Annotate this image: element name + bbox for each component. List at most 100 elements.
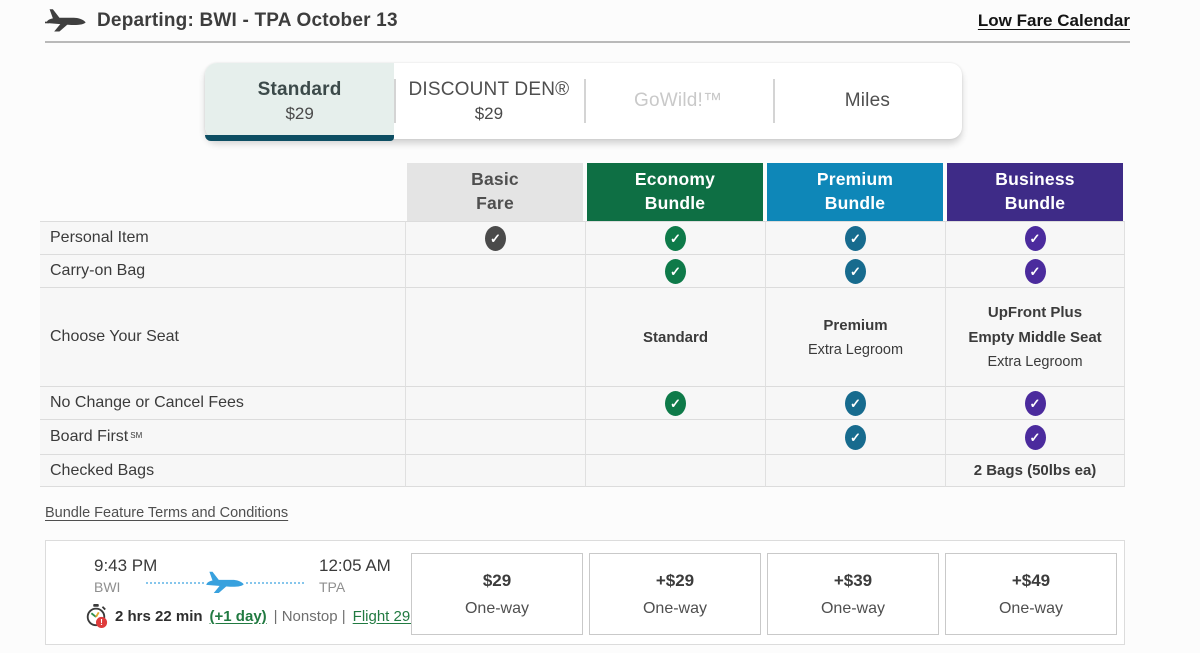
route-graphic <box>146 568 304 598</box>
check-icon: ✓ <box>845 258 866 284</box>
board-first-text: Board First <box>50 428 129 445</box>
tab-standard-price: $29 <box>285 103 314 123</box>
row-label: Carry-on Bag <box>40 254 405 287</box>
tab-standard-label: Standard <box>257 78 342 100</box>
fare-cell: ✓ <box>585 221 765 254</box>
fare-type-tabbar: Standard $29 DISCOUNT DEN® $29 GoWild!™ … <box>205 63 962 141</box>
fare-cell <box>405 287 585 386</box>
check-icon: ✓ <box>485 225 506 251</box>
tab-gowild-label: GoWild!™ <box>634 90 723 111</box>
fare-cell: ✓ <box>585 254 765 287</box>
airplane-icon <box>45 8 86 31</box>
fare-cell <box>405 419 585 454</box>
check-icon: ✓ <box>845 225 866 251</box>
price-button-premium[interactable]: +$39 One-way <box>767 553 939 635</box>
board-first-sm-mark: SM <box>130 430 143 440</box>
check-icon: ✓ <box>1024 225 1046 251</box>
fare-cell-text: Standard <box>642 328 708 346</box>
price-button-business[interactable]: +$49 One-way <box>945 553 1117 635</box>
fare-cell-text: Empty Middle Seat <box>968 329 1102 346</box>
column-header-basic-fare: Basic Fare <box>405 163 585 221</box>
fare-cell: 2 Bags (50lbs ea) <box>945 454 1125 487</box>
tab-standard[interactable]: Standard $29 <box>205 63 395 141</box>
fare-cell-text: Extra Legroom <box>807 341 904 358</box>
row-label: No Change or Cancel Fees <box>40 386 405 419</box>
plus-one-day-link[interactable]: (+1 day) <box>209 607 267 625</box>
departure-block: 9:43 PM BWI <box>94 556 157 595</box>
check-icon: ✓ <box>845 424 866 450</box>
tab-discount-den[interactable]: DISCOUNT DEN® $29 <box>394 63 583 139</box>
page-title: Departing: BWI - TPA October 13 <box>97 9 398 31</box>
row-label: Choose Your Seat <box>40 287 405 386</box>
col-economy-line2: Bundle <box>644 193 706 213</box>
table-row-personal-item: Personal Item ✓ ✓ ✓ ✓ <box>40 221 1125 254</box>
fare-cell: ✓ <box>765 254 945 287</box>
table-row-carry-on-bag: Carry-on Bag ✓ ✓ ✓ <box>40 254 1125 287</box>
fare-cell <box>405 386 585 419</box>
fare-comparison-table: Basic Fare Economy Bundle Premium Bundle… <box>40 163 1125 487</box>
table-row-no-change-fees: No Change or Cancel Fees ✓ ✓ ✓ <box>40 386 1125 419</box>
table-row-board-first: Board First SM ✓ ✓ <box>40 419 1125 454</box>
flight-details-row: ! 2 hrs 22 min (+1 day) | Nonstop | Flig… <box>84 603 427 629</box>
price-per: One-way <box>464 599 530 617</box>
price-per: One-way <box>820 599 886 617</box>
col-business-line1: Business <box>995 169 1075 190</box>
fare-table-header-row: Basic Fare Economy Bundle Premium Bundle… <box>40 163 1125 221</box>
col-basic-line2: Fare <box>476 193 514 213</box>
check-icon: ✓ <box>845 390 866 416</box>
arrival-time: 12:05 AM <box>319 556 391 575</box>
airplane-route-icon <box>205 569 245 597</box>
col-economy-line1: Economy <box>634 169 716 190</box>
check-icon: ✓ <box>1024 424 1046 450</box>
col-basic-line1: Basic <box>471 169 519 190</box>
col-business-line2: Bundle <box>1004 193 1066 213</box>
row-label: Checked Bags <box>40 454 405 487</box>
fare-cell: ✓ <box>765 386 945 419</box>
check-icon: ✓ <box>665 258 686 284</box>
departure-airport: BWI <box>94 579 121 595</box>
fare-cell <box>405 454 585 487</box>
fare-cell: ✓ <box>585 386 765 419</box>
column-header-premium-bundle: Premium Bundle <box>765 163 945 221</box>
col-premium-line1: Premium <box>816 169 894 190</box>
row-label: Personal Item <box>40 221 405 254</box>
arrival-airport: TPA <box>319 579 346 595</box>
price-button-economy[interactable]: +$29 One-way <box>589 553 761 635</box>
bundle-terms-link[interactable]: Bundle Feature Terms and Conditions <box>45 505 289 521</box>
svg-text:!: ! <box>100 617 103 627</box>
tab-gowild[interactable]: GoWild!™ <box>583 63 773 139</box>
fare-cell-text: Premium <box>823 316 888 334</box>
duration-alert-icon: ! <box>86 604 108 628</box>
price-per: One-way <box>642 599 708 617</box>
nonstop-label: | Nonstop | <box>273 607 346 625</box>
arrival-block: 12:05 AM TPA <box>319 556 391 595</box>
fare-cell: ✓ <box>945 254 1125 287</box>
fare-cell <box>585 419 765 454</box>
fare-cell-text: 2 Bags (50lbs ea) <box>973 462 1097 479</box>
table-row-choose-your-seat: Choose Your Seat Standard Premium Extra L… <box>40 287 1125 386</box>
fare-cell: UpFront Plus Empty Middle Seat Extra Legro… <box>945 287 1125 386</box>
low-fare-calendar-link[interactable]: Low Fare Calendar <box>977 10 1130 30</box>
header-spacer <box>40 163 405 221</box>
price-amount: $29 <box>482 570 512 590</box>
flight-duration: 2 hrs 22 min <box>115 607 203 625</box>
row-label: Board First SM <box>40 419 405 454</box>
fare-cell: ✓ <box>765 419 945 454</box>
check-icon: ✓ <box>1024 390 1046 416</box>
fare-cell: Standard <box>585 287 765 386</box>
tab-discount-den-price: $29 <box>474 103 504 123</box>
price-button-basic[interactable]: $29 One-way <box>411 553 583 635</box>
fare-cell-text: Extra Legroom <box>987 354 1083 370</box>
fare-cell <box>765 454 945 487</box>
fare-cell: ✓ <box>405 221 585 254</box>
fare-cell: ✓ <box>765 221 945 254</box>
table-row-checked-bags: Checked Bags 2 Bags (50lbs ea) <box>40 454 1125 487</box>
flight-result-card: 9:43 PM BWI 12:05 AM TPA ! 2 hrs 22 min … <box>45 540 1125 645</box>
column-header-economy-bundle: Economy Bundle <box>585 163 765 221</box>
flight-number-link[interactable]: Flight 2925 <box>352 607 427 625</box>
fare-cell: ✓ <box>945 419 1125 454</box>
tab-miles[interactable]: Miles <box>772 63 962 139</box>
price-per: One-way <box>998 599 1064 617</box>
fare-cell <box>585 454 765 487</box>
departure-time: 9:43 PM <box>94 556 158 575</box>
